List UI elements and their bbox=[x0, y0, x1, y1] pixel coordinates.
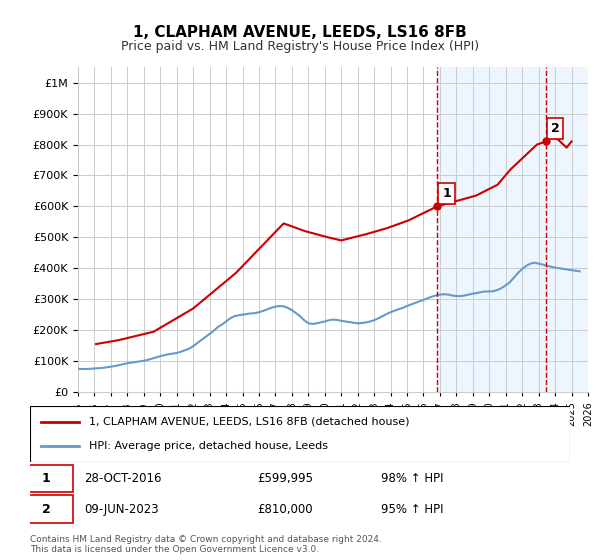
Text: Contains HM Land Registry data © Crown copyright and database right 2024.
This d: Contains HM Land Registry data © Crown c… bbox=[30, 535, 382, 554]
Text: 2: 2 bbox=[551, 122, 560, 135]
Text: 1, CLAPHAM AVENUE, LEEDS, LS16 8FB (detached house): 1, CLAPHAM AVENUE, LEEDS, LS16 8FB (deta… bbox=[89, 417, 410, 427]
Bar bbox=[437, 67, 588, 392]
Text: 1: 1 bbox=[442, 187, 451, 200]
Text: £810,000: £810,000 bbox=[257, 502, 313, 516]
FancyBboxPatch shape bbox=[19, 465, 73, 492]
FancyBboxPatch shape bbox=[19, 496, 73, 522]
Text: 2: 2 bbox=[42, 502, 50, 516]
Text: 98% ↑ HPI: 98% ↑ HPI bbox=[381, 472, 443, 486]
Text: HPI: Average price, detached house, Leeds: HPI: Average price, detached house, Leed… bbox=[89, 441, 328, 451]
Text: £599,995: £599,995 bbox=[257, 472, 313, 486]
Text: 28-OCT-2016: 28-OCT-2016 bbox=[84, 472, 161, 486]
Text: 1: 1 bbox=[42, 472, 50, 486]
FancyBboxPatch shape bbox=[30, 406, 570, 462]
Text: 1, CLAPHAM AVENUE, LEEDS, LS16 8FB: 1, CLAPHAM AVENUE, LEEDS, LS16 8FB bbox=[133, 25, 467, 40]
Text: Price paid vs. HM Land Registry's House Price Index (HPI): Price paid vs. HM Land Registry's House … bbox=[121, 40, 479, 53]
Text: 95% ↑ HPI: 95% ↑ HPI bbox=[381, 502, 443, 516]
Text: 09-JUN-2023: 09-JUN-2023 bbox=[84, 502, 158, 516]
